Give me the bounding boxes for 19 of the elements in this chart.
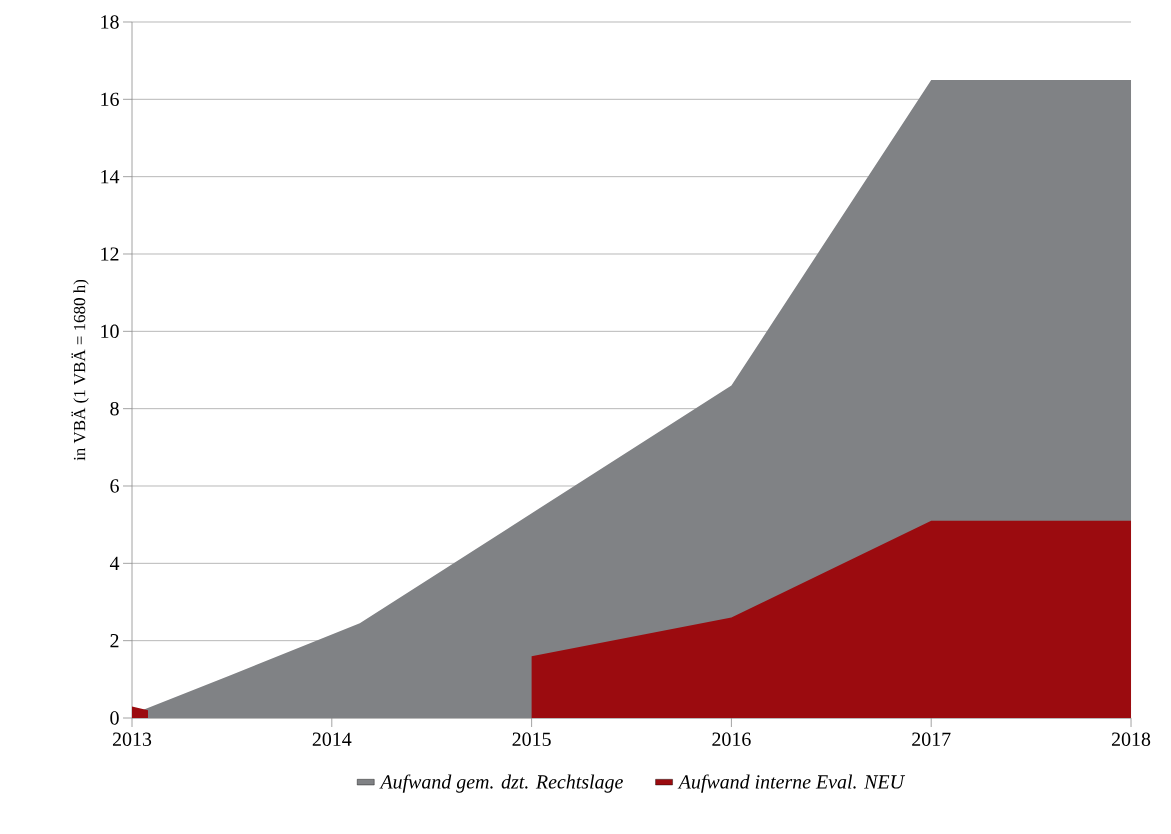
- x-tick-label: 2017: [912, 732, 951, 746]
- x-tick-label: 2014: [312, 732, 352, 746]
- y-tick-label: 16: [101, 92, 119, 107]
- y-tick-label: 18: [101, 15, 119, 29]
- legend-label: Aufwand interne Eval. NEU: [677, 774, 906, 793]
- legend-label: Aufwand gem. dzt. Rechtslage: [379, 774, 623, 793]
- y-tick-label: 2: [110, 634, 119, 648]
- x-tick-label: 2015: [512, 732, 551, 746]
- x-tick-label: 2016: [712, 732, 751, 746]
- x-tick-label: 2013: [112, 732, 152, 746]
- y-tick-label: 6: [110, 479, 119, 493]
- y-tick-label: 10: [101, 324, 119, 339]
- y-tick-label: 4: [109, 556, 120, 570]
- x-tick-label: 2018: [1111, 732, 1151, 746]
- y-tick-label: 8: [110, 401, 119, 416]
- y-axis-title: in VBÄ (1 VBÄ = 1680 h): [71, 279, 89, 461]
- y-tick-label: 14: [101, 170, 120, 184]
- y-tick-label: 12: [101, 247, 119, 261]
- y-tick-label: 0: [110, 711, 119, 725]
